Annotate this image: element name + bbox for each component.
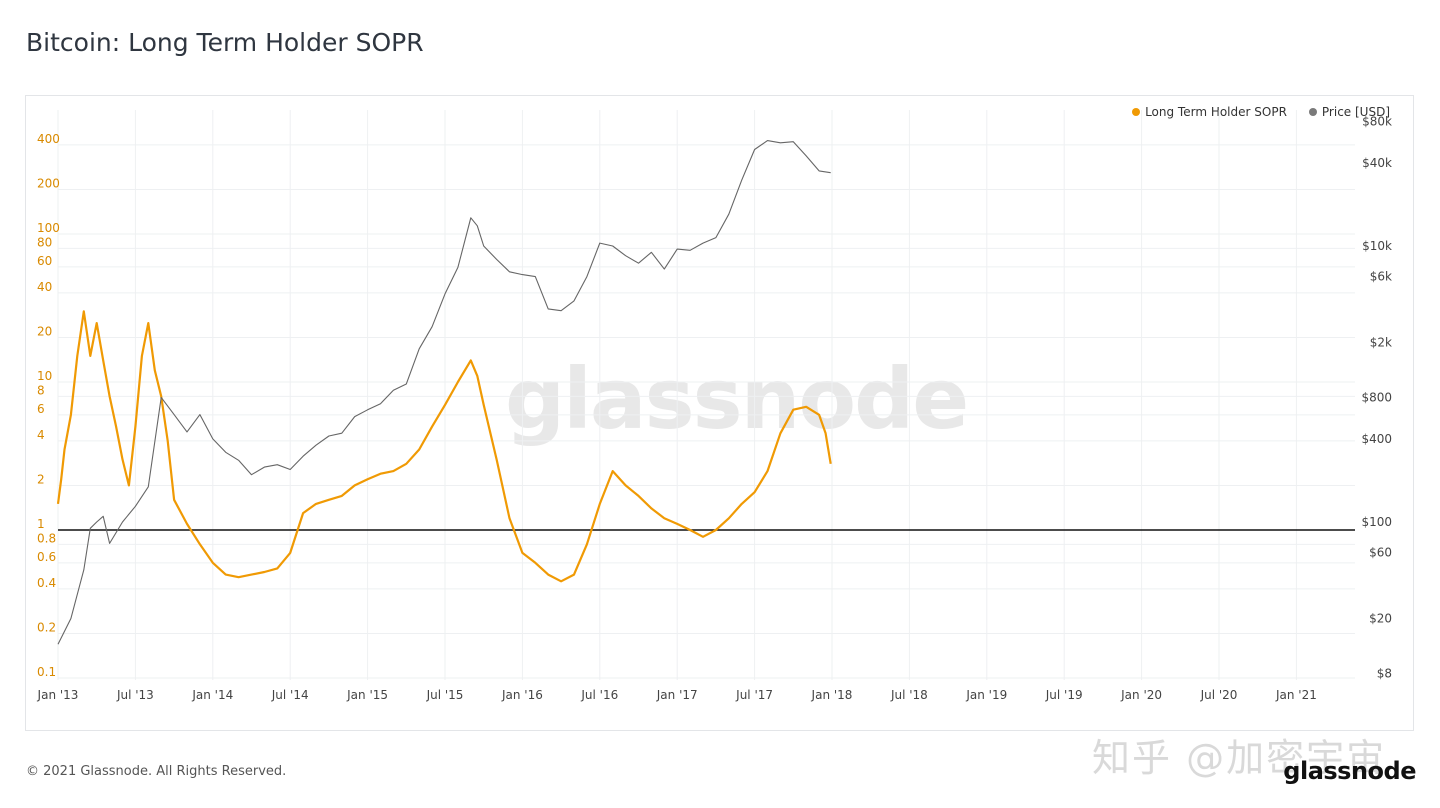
y-left-tick-label: 80 [37,235,52,249]
legend-dot-price [1308,108,1317,116]
x-tick-label: Jan '19 [965,688,1007,702]
x-tick-label: Jan '14 [191,688,233,702]
x-tick-label: Jan '20 [1120,688,1162,702]
chart-legend: Long Term Holder SOPR Price [USD] [1132,105,1390,119]
grid-lines [57,110,1355,680]
y-left-tick-label: 0.4 [37,576,56,590]
x-tick-label: Jul '15 [426,688,464,702]
x-tick-label: Jul '14 [271,688,309,702]
y-right-tick-label: $80k [1362,114,1392,128]
zhihu-watermark: 知乎 @加密宇宙 [1092,736,1387,780]
legend-label-price: Price [USD] [1321,105,1390,119]
x-tick-label: Jan '18 [811,688,853,702]
legend-label-sopr: Long Term Holder SOPR [1145,105,1287,119]
y-right-tick-label: $100 [1361,515,1392,529]
x-axis: Jan '13 Jul '13 Jan '14 Jul '14 Jan '15 Jul '… [37,688,1317,702]
y-left-tick-label: 20 [37,324,52,338]
y-left-tick-label: 0.6 [37,550,56,564]
y-left-tick-label: 0.8 [37,531,56,545]
y-left-tick-label: 0.2 [37,620,56,634]
legend-item-price[interactable]: Price [USD] [1308,105,1390,119]
x-tick-label: Jul '13 [116,688,154,702]
y-left-tick-label: 400 [37,132,60,146]
y-left-tick-label: 1 [37,517,45,531]
y-right-tick-label: $10k [1362,239,1392,253]
y-left-tick-label: 200 [37,176,60,190]
x-tick-label: Jul '16 [580,688,618,702]
y-right-tick-label: $20 [1369,611,1392,625]
legend-item-sopr[interactable]: Long Term Holder SOPR [1132,105,1287,119]
series-layer [56,140,1355,645]
y-left-tick-label: 4 [37,428,45,442]
y-axis-right: $8 $20 $60 $100 $400 $800 $2k $6k $10k $40k $80k [1361,114,1392,680]
y-left-tick-label: 10 [37,369,52,383]
y-right-tick-label: $6k [1370,270,1392,284]
x-tick-label: Jul '17 [735,688,773,702]
y-left-tick-label: 40 [37,280,52,294]
y-right-tick-label: $8 [1377,666,1392,680]
series-sopr-line [56,310,832,583]
y-right-tick-label: $60 [1369,546,1392,560]
copyright-footer: © 2021 Glassnode. All Rights Reserved. [26,764,287,779]
x-tick-label: Jan '16 [501,688,543,702]
x-tick-label: Jan '15 [346,688,388,702]
y-right-tick-label: $800 [1361,390,1392,404]
y-right-tick-label: $40k [1362,156,1392,170]
chart-frame [25,95,1414,731]
x-tick-label: Jul '20 [1200,688,1238,702]
y-left-tick-label: 6 [37,402,45,416]
y-left-tick-label: 0.1 [37,665,56,679]
x-tick-label: Jan '21 [1275,688,1317,702]
legend-dot-sopr [1132,108,1141,116]
x-tick-label: Jan '13 [37,688,79,702]
x-tick-label: Jul '18 [890,688,928,702]
glassnode-watermark: glassnode [505,350,969,448]
x-tick-label: Jan '17 [656,688,698,702]
chart-title: Bitcoin: Long Term Holder SOPR [26,28,424,57]
y-left-tick-label: 2 [37,472,45,486]
series-price-line [57,140,831,645]
y-left-tick-label: 60 [37,254,52,268]
y-right-tick-label: $2k [1370,335,1392,349]
y-left-tick-label: 8 [37,383,45,397]
y-left-tick-label: 100 [37,221,60,235]
y-right-tick-label: $400 [1361,432,1392,446]
x-tick-label: Jul '19 [1045,688,1083,702]
glassnode-logo: glassnode [1283,757,1416,785]
